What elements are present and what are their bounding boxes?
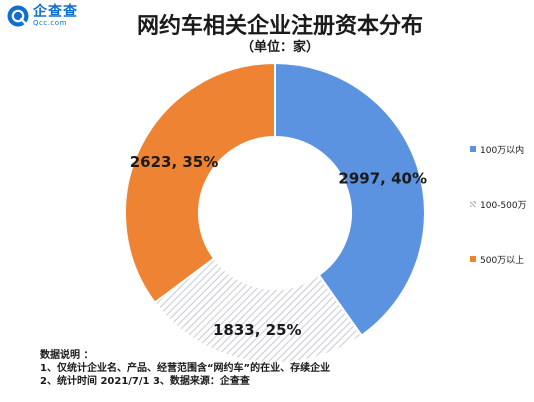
qcc-logo-icon [7, 5, 29, 27]
notes-heading: 数据说明 ： [40, 350, 94, 361]
legend-swatch-0 [470, 146, 476, 152]
data-label-0: 2997, 40% [338, 169, 427, 187]
legend-item: 100-500万 [470, 198, 527, 211]
donut-slice-1 [153, 257, 363, 364]
data-label-2: 2623, 35% [130, 153, 219, 171]
legend-swatch-1 [470, 201, 476, 207]
donut-slice-2 [124, 61, 276, 305]
notes-line-2: 2、统计时间 2021/7/1 3、数据来源：企查查 [40, 376, 250, 387]
legend-label-0: 100万以内 [480, 145, 525, 156]
legend: 100万以内 100-500万 500万以上 [470, 143, 527, 308]
brand-logo: 企查查 Qcc.com [6, 4, 78, 28]
legend-swatch-2 [470, 256, 476, 262]
data-label-1: 1833, 25% [213, 321, 302, 339]
brand-sub: Qcc.com [33, 19, 67, 27]
donut-slice-0 [274, 61, 426, 337]
brand-name: 企查查 [33, 4, 78, 20]
legend-item: 500万以上 [470, 253, 527, 266]
legend-label-2: 500万以上 [480, 255, 525, 266]
legend-item: 100万以内 [470, 143, 527, 156]
chart-subtitle: （单位：家） [240, 40, 319, 55]
chart-title: 网约车相关企业注册资本分布 [136, 14, 423, 39]
legend-label-1: 100-500万 [480, 200, 527, 211]
data-notes: 数据说明 ： 1、仅统计企业名、产品、经营范围含“网约车”的在业、存续企业 2、… [40, 349, 330, 388]
notes-line-1: 1、仅统计企业名、产品、经营范围含“网约车”的在业、存续企业 [40, 363, 331, 374]
